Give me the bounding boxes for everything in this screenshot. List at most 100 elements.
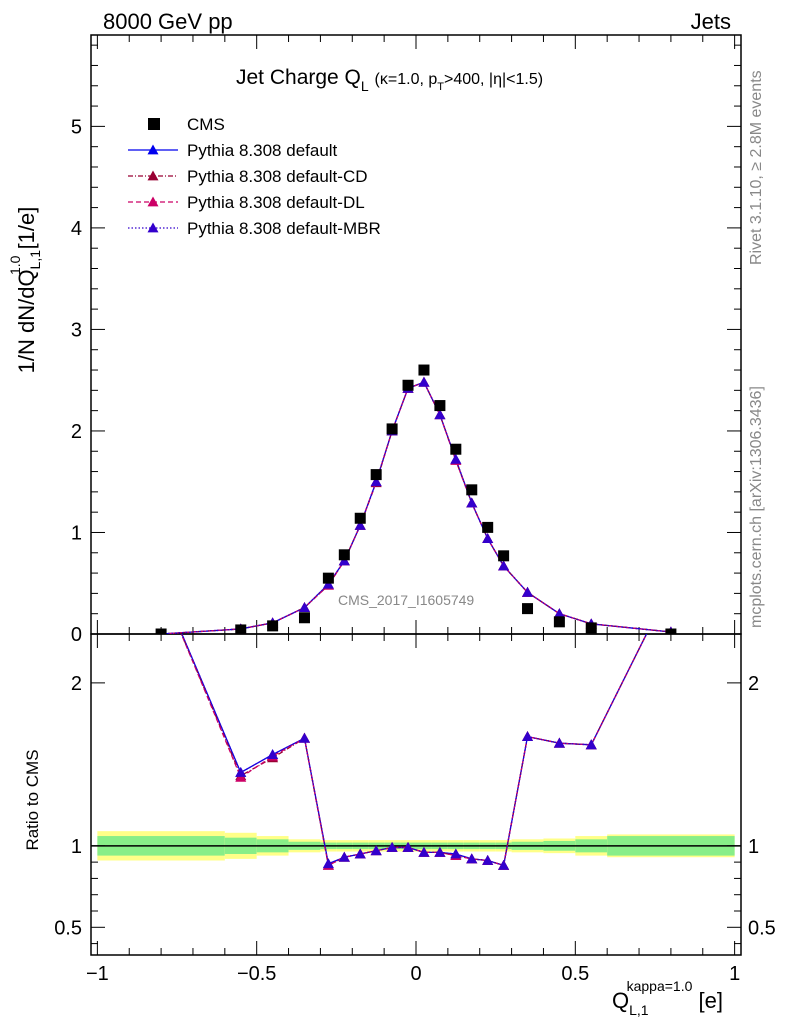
chart-title: Jet Charge QL (κ=1.0, pT>400, |η|<1.5): [236, 66, 543, 94]
rivet-version-text: Rivet 3.1.10, ≥ 2.8M events: [748, 70, 765, 265]
ratio-plot-frame: [90, 633, 742, 956]
ratio-series-point: [498, 859, 510, 870]
cms-point: [338, 549, 350, 561]
ratio-tick-label-left: 0.5: [54, 917, 82, 939]
ratio-series-group: [180, 634, 648, 870]
cms-point: [498, 550, 510, 562]
ratio-series-point: [386, 841, 398, 852]
ratio-tick-label-right: 2: [748, 673, 759, 695]
ratio-series-point: [354, 848, 366, 859]
cms-point: [267, 620, 279, 632]
series-point: [434, 409, 446, 420]
title-main: Jet Charge Q: [236, 66, 361, 89]
ratio-series-point: [466, 853, 478, 864]
x-tick-label: 0: [410, 963, 421, 985]
y-tick-label: 1: [71, 522, 82, 544]
cms-point: [418, 364, 430, 376]
chart-marks: −1 −0.5 0 0.5 1 0 1 2 3 4 5 0.5 0.5 1 1 2 2 CMS Pythia 8.3…: [54, 34, 776, 985]
series-point: [338, 555, 350, 566]
legend-marker: [147, 196, 159, 207]
ylabel-post: [1/e]: [14, 207, 39, 256]
series-point: [553, 608, 565, 619]
cms-point: [155, 628, 167, 634]
ylabel-pre: 1/N dN/dQ: [14, 269, 39, 373]
series-point: [498, 560, 510, 571]
ratio-series-point: [553, 737, 565, 748]
ratio-tick-label-left: 1: [71, 836, 82, 858]
xlabel-sup: kappa=1.0: [627, 978, 693, 994]
ratio-series-point: [434, 846, 446, 857]
cms-point: [665, 628, 677, 634]
main-series-group: [155, 364, 677, 634]
ratio-tick-label-right: 1: [748, 836, 759, 858]
cms-point: [434, 400, 446, 412]
series-point: [450, 453, 462, 464]
cms-point: [482, 521, 494, 533]
series-point: [466, 497, 478, 508]
legend-label: Pythia 8.308 default-CD: [187, 167, 368, 186]
y-tick-label: 0: [71, 624, 82, 646]
y-tick-label: 2: [71, 421, 82, 443]
legend-marker: [147, 170, 159, 181]
y-tick-label: 4: [71, 218, 82, 240]
ratio-series-point: [402, 841, 414, 852]
legend-marker: [147, 144, 159, 155]
watermark: CMS_2017_I1605749: [338, 592, 474, 608]
series-point: [370, 476, 382, 487]
title-cond-1: (κ=1.0, p: [375, 71, 438, 88]
cms-point: [370, 469, 382, 481]
cms-point: [522, 603, 534, 615]
cms-point: [322, 572, 334, 584]
legend-label: CMS: [187, 115, 225, 134]
ratio-series-line: [181, 634, 648, 867]
series-line: [161, 381, 671, 634]
mcplots-text: mcplots.cern.ch [arXiv:1306.3436]: [748, 386, 765, 628]
cms-point: [402, 379, 414, 391]
legend-label: Pythia 8.308 default: [187, 141, 338, 160]
ratio-series-point: [482, 854, 494, 865]
cms-point: [354, 512, 366, 524]
x-tick-label: −0.5: [237, 963, 276, 985]
ratio-tick-label-left: 2: [71, 673, 82, 695]
ratio-series-point: [370, 845, 382, 856]
x-axis-label: QL,1 kappa=1.0 [e]: [612, 978, 723, 1018]
title-cond-sub: T: [437, 81, 444, 93]
ratio-series-point: [450, 848, 462, 859]
cms-point: [585, 622, 597, 634]
ratio-series-point: [298, 732, 310, 743]
ratio-series-point: [522, 731, 534, 742]
cms-point: [553, 616, 565, 628]
series-point: [482, 533, 494, 543]
ratio-series-point: [267, 749, 279, 759]
legend-marker: [148, 118, 160, 130]
ratio-tick-label-right: 0.5: [748, 917, 776, 939]
xlabel-main: Q: [612, 988, 629, 1013]
xlabel-post: [e]: [692, 988, 723, 1013]
ylabel-sup: 1.0: [7, 255, 23, 275]
series-point: [418, 376, 430, 387]
cms-point: [235, 624, 247, 634]
header-right: Jets: [691, 9, 731, 34]
ratio-series-point: [338, 851, 350, 862]
series-point: [298, 602, 310, 613]
legend-label: Pythia 8.308 default-MBR: [187, 219, 381, 238]
series-point: [354, 519, 366, 530]
series-point: [522, 586, 534, 597]
header-left: 8000 GeV pp: [103, 9, 233, 34]
legend: CMS Pythia 8.308 default Pythia 8.308 defa…: [128, 115, 381, 238]
title-sub: L: [361, 78, 369, 94]
ratio-y-axis-label: Ratio to CMS: [23, 749, 42, 850]
xlabel-sub: L,1: [629, 1002, 649, 1018]
title-cond-2: >400, |η|<1.5): [444, 71, 543, 88]
y-axis-label: 1/N dN/dQL,11.0 [1/e]: [7, 207, 43, 374]
legend-label: Pythia 8.308 default-DL: [187, 193, 365, 212]
legend-marker: [147, 222, 159, 233]
cms-point: [386, 423, 398, 435]
ratio-series-point: [322, 858, 334, 869]
ratio-series-point: [235, 767, 247, 777]
y-tick-label: 5: [71, 116, 82, 138]
series-point: [322, 578, 334, 589]
cms-point: [450, 443, 462, 455]
ratio-series-point: [418, 846, 430, 857]
